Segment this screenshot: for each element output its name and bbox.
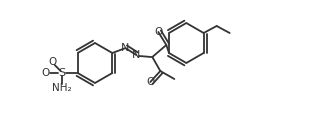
Text: NH₂: NH₂ [52,83,72,93]
Text: O: O [154,27,162,37]
Text: N: N [121,43,129,53]
Text: O: O [42,68,50,78]
Text: O: O [146,77,154,87]
Text: N: N [132,50,141,60]
Text: O: O [49,57,57,67]
Text: S: S [58,68,65,78]
